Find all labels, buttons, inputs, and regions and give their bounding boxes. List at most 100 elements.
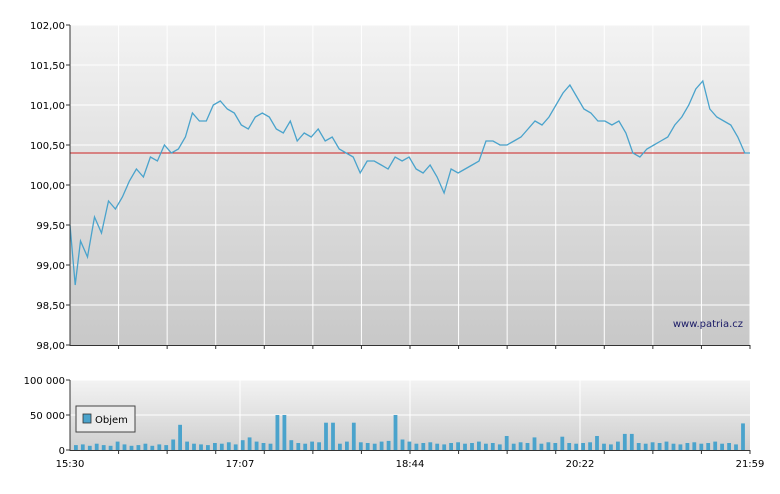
volume-bar <box>324 422 328 450</box>
volume-bar <box>289 440 294 450</box>
volume-bar <box>233 444 238 450</box>
volume-bar <box>595 436 599 450</box>
volume-bar <box>345 441 349 450</box>
volume-bar <box>178 424 182 450</box>
volume-bar <box>484 443 488 450</box>
price-y-tick-label: 101,00 <box>30 101 65 112</box>
volume-bar <box>365 443 370 450</box>
price-panel: 98,00 98,50 99,00 99,50 100,00 100,50 101,00 10… <box>30 21 751 352</box>
volume-bar <box>87 445 92 450</box>
volume-bar <box>678 444 683 450</box>
volume-bar <box>664 441 669 450</box>
volume-bar <box>435 443 440 450</box>
price-y-tick-label: 99,50 <box>36 221 65 232</box>
volume-bar <box>657 443 662 450</box>
volume-bar <box>456 442 460 450</box>
volume-bar <box>643 443 648 450</box>
volume-bar <box>303 443 308 450</box>
volume-bar <box>379 441 384 450</box>
volume-bar <box>296 443 301 450</box>
price-grid <box>70 24 751 345</box>
volume-bar <box>247 437 252 450</box>
volume-bar <box>532 437 537 450</box>
volume-bar <box>727 443 731 450</box>
volume-bar <box>219 443 224 450</box>
volume-bar <box>463 443 467 450</box>
volume-bar <box>421 443 426 450</box>
volume-bar <box>407 441 412 450</box>
volume-bar <box>164 445 169 450</box>
volume-bar <box>574 443 579 450</box>
volume-bar <box>622 433 627 450</box>
volume-bar <box>477 441 481 450</box>
legend-label: Objem <box>95 415 128 426</box>
volume-bar <box>115 441 120 450</box>
price-y-tick-label: 100,50 <box>30 141 65 152</box>
volume-y-ticks: 0 50 000 100 000 <box>24 376 70 457</box>
volume-bar <box>602 443 606 450</box>
volume-bar <box>80 444 85 450</box>
price-series-line <box>69 79 750 286</box>
price-y-tick-label: 99,00 <box>36 261 65 272</box>
volume-bar <box>317 442 321 450</box>
volume-bar <box>358 442 363 450</box>
price-y-tick-label: 98,50 <box>36 301 65 312</box>
volume-bar <box>310 441 314 450</box>
volume-bar <box>734 444 738 450</box>
volume-bar <box>692 442 697 450</box>
volume-bar <box>275 415 280 450</box>
volume-bar <box>497 444 502 450</box>
volume-bar <box>581 443 585 450</box>
volume-bar <box>546 442 551 450</box>
volume-bar <box>470 443 474 450</box>
price-y-tick-label: 100,00 <box>30 181 65 192</box>
volume-bar <box>108 445 113 450</box>
volume-bar <box>157 444 162 450</box>
volume-bar <box>74 445 78 450</box>
volume-bar <box>741 423 745 450</box>
volume-bar <box>414 443 419 450</box>
volume-bar <box>518 442 523 450</box>
volume-bar <box>226 442 231 450</box>
volume-bar <box>150 445 155 450</box>
volume-bar <box>504 436 509 450</box>
volume-bar <box>706 443 711 450</box>
volume-legend: Objem <box>75 405 136 433</box>
volume-y-tick-label: 50 000 <box>30 411 65 422</box>
price-y-tick-label: 98,00 <box>36 341 65 352</box>
volume-bar <box>449 443 453 450</box>
watermark: www.patria.cz <box>673 319 743 330</box>
price-y-ticks: 98,00 98,50 99,00 99,50 100,00 100,50 101,00 10… <box>30 21 70 352</box>
volume-bar <box>213 443 217 450</box>
volume-bar <box>511 443 516 450</box>
x-tick-label: 21:59 <box>736 459 765 470</box>
volume-bar <box>199 444 203 450</box>
volume-panel: 0 50 000 100 000 15:30 17:07 18:44 20:22 21:59… <box>24 376 765 470</box>
volume-bar <box>567 443 572 450</box>
volume-bar <box>268 443 273 450</box>
price-y-tick-label: 101,50 <box>30 61 65 72</box>
volume-bar <box>671 443 676 450</box>
volume-bars <box>74 415 745 450</box>
volume-bar <box>720 443 724 450</box>
volume-bar <box>400 439 405 450</box>
volume-bar <box>143 443 148 450</box>
x-tick-label: 18:44 <box>396 459 425 470</box>
volume-bar <box>588 442 592 450</box>
volume-bar <box>372 443 377 450</box>
volume-bar <box>192 443 196 450</box>
volume-bar <box>609 444 613 450</box>
volume-x-ticks: 15:30 17:07 18:44 20:22 21:59 <box>56 450 765 470</box>
price-y-tick-label: 102,00 <box>30 21 65 32</box>
volume-bar <box>699 443 704 450</box>
volume-y-tick-label: 0 <box>59 446 65 457</box>
volume-bar <box>261 443 266 450</box>
volume-bar <box>650 442 655 450</box>
volume-bar <box>136 445 141 450</box>
volume-bar <box>351 422 356 450</box>
volume-y-tick-label: 100 000 <box>24 376 65 387</box>
volume-bar <box>338 443 342 450</box>
volume-bar <box>616 441 620 450</box>
volume-bar <box>386 440 391 450</box>
